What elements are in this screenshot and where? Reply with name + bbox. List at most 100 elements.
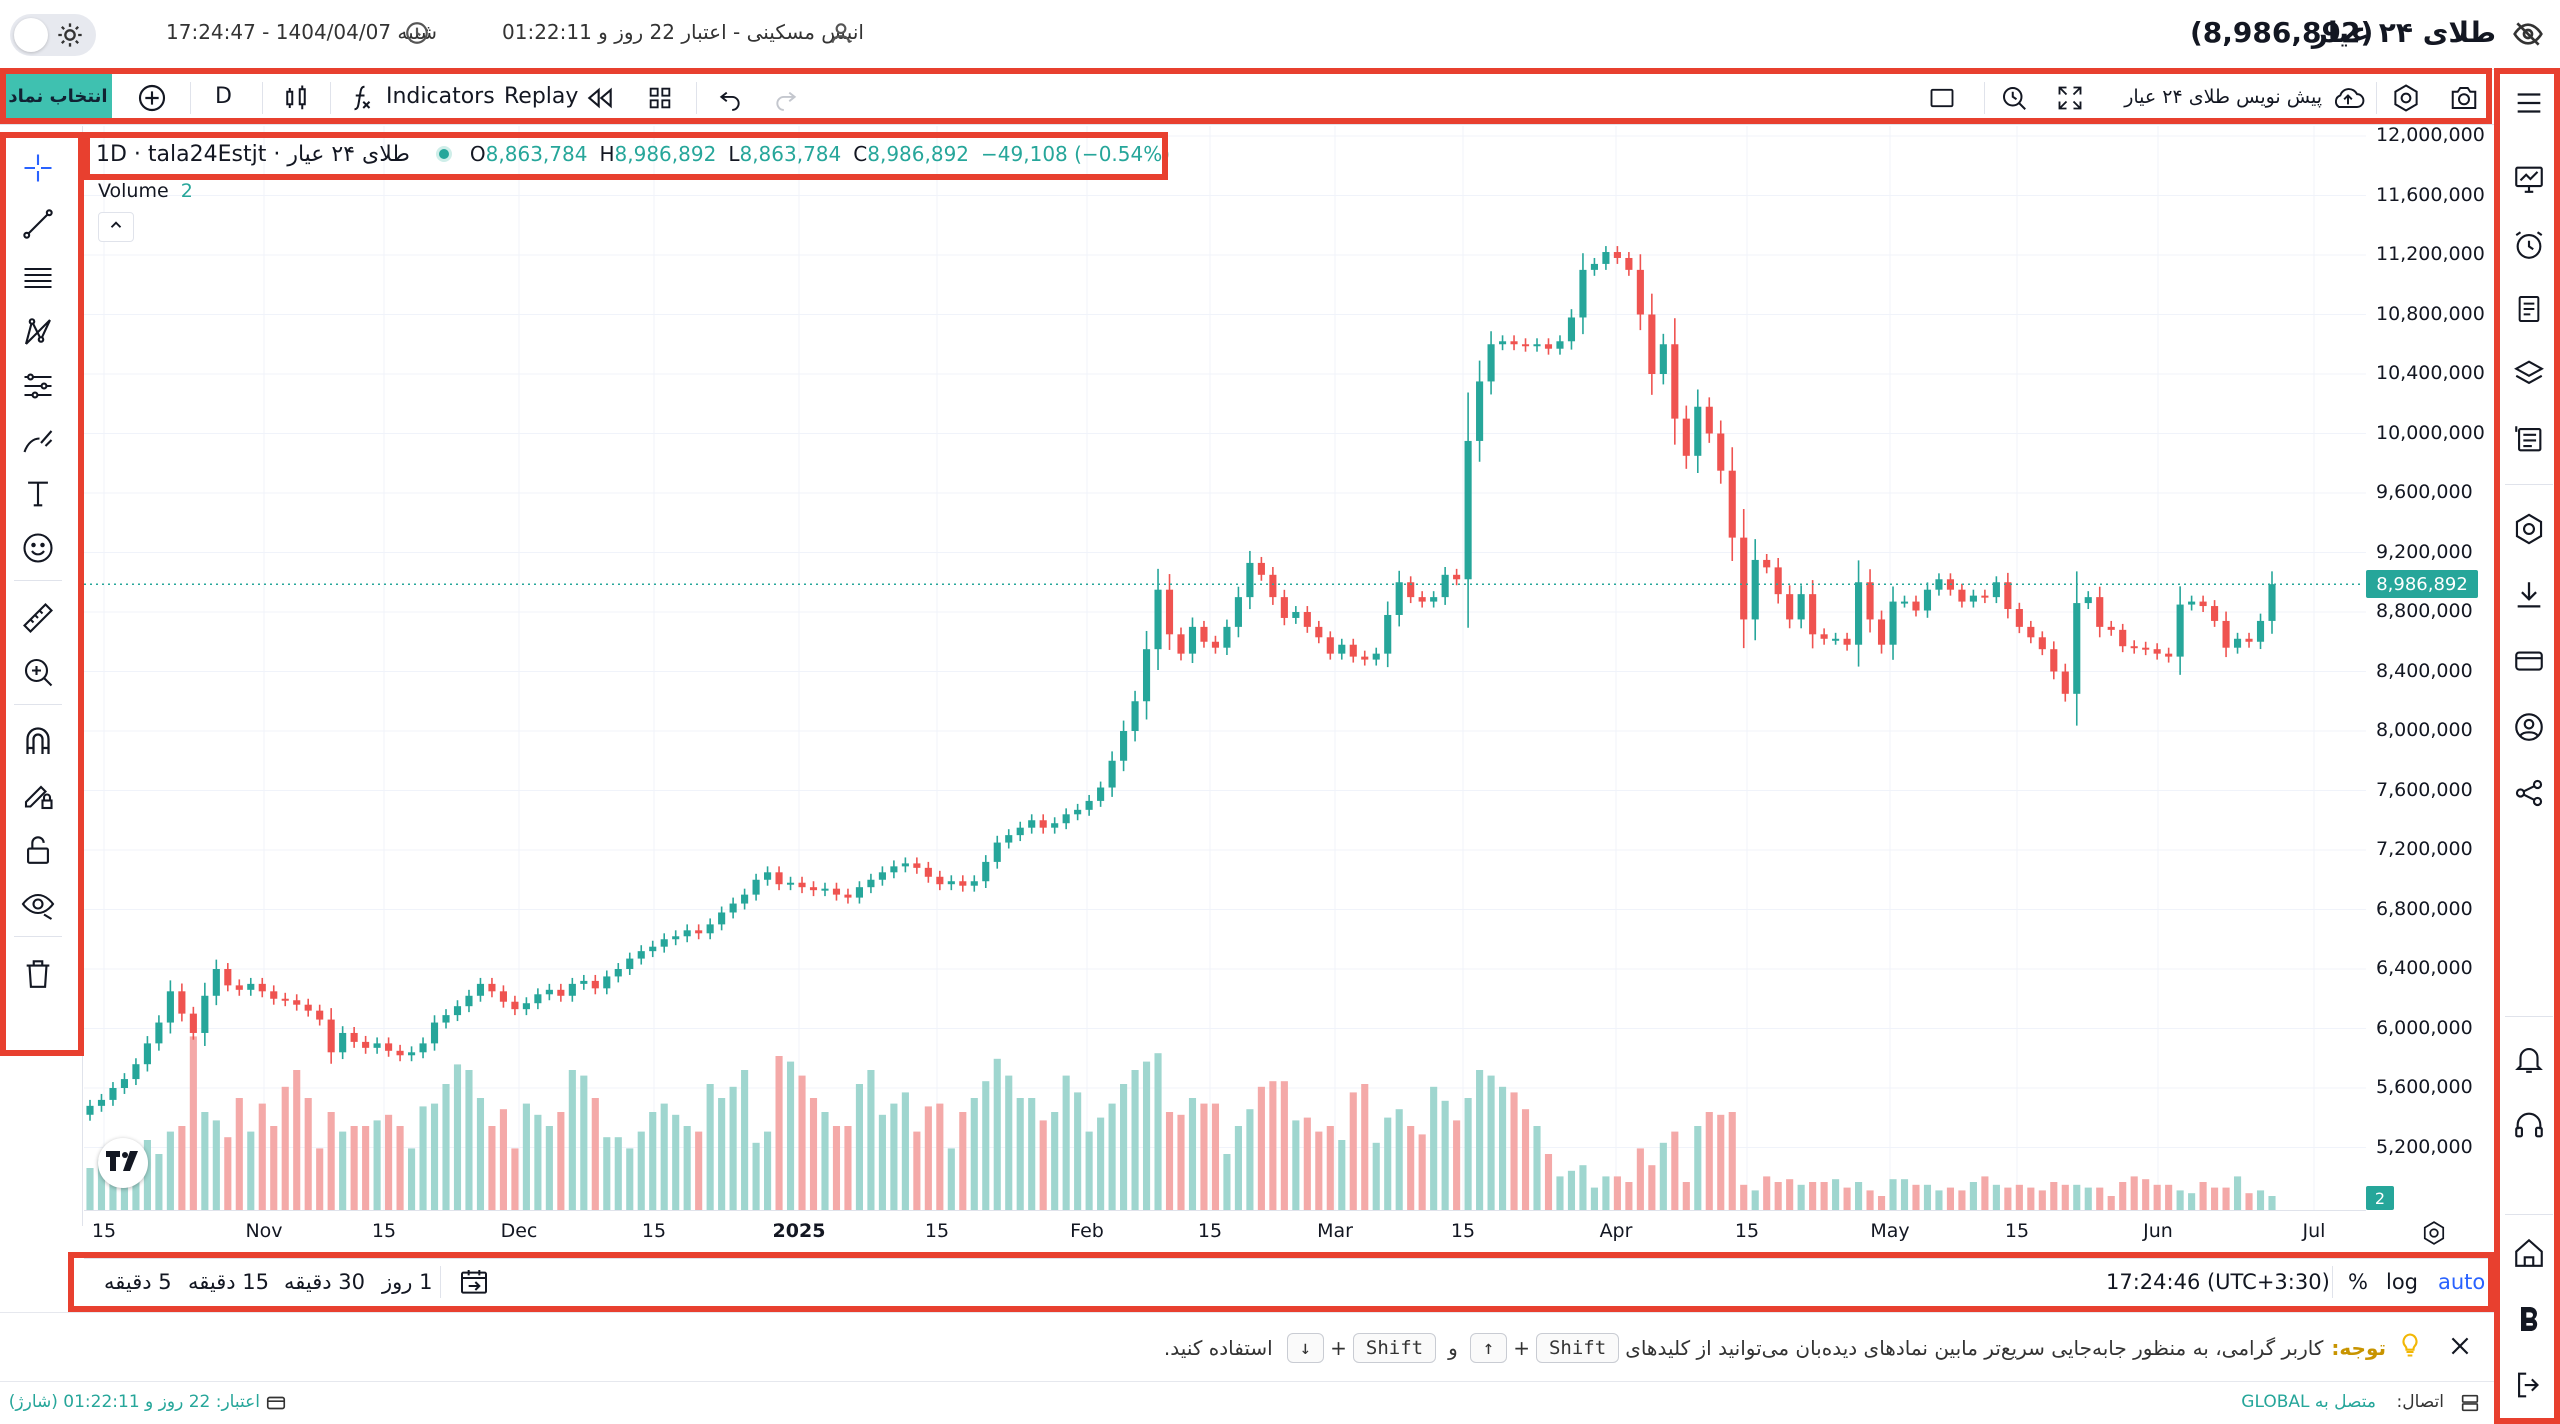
download-icon[interactable]	[2505, 572, 2553, 618]
volume-bar	[1211, 1103, 1220, 1210]
logout-icon[interactable]	[2505, 1362, 2553, 1408]
volume-bar	[1234, 1126, 1242, 1210]
legend-open: 8,863,784	[485, 142, 588, 166]
layers-icon[interactable]	[2505, 350, 2553, 396]
camera-icon[interactable]	[2444, 78, 2484, 118]
headset-icon[interactable]	[2505, 1102, 2553, 1148]
time-tick-label: Jun	[2143, 1220, 2173, 1242]
candle-body	[2176, 604, 2184, 657]
theme-toggle[interactable]	[10, 14, 96, 56]
volume-bar	[1005, 1075, 1013, 1210]
replay-button[interactable]: Replay	[504, 84, 579, 109]
lock-pen-icon[interactable]	[14, 774, 62, 818]
crosshair-icon[interactable]	[14, 146, 62, 190]
brush-icon[interactable]	[14, 418, 62, 462]
candle-body	[2061, 671, 2069, 694]
trash-icon[interactable]	[14, 952, 62, 996]
candle-body	[1740, 537, 1748, 620]
timeframe-30m[interactable]: 30 دقیقه	[284, 1270, 366, 1294]
candle-body	[890, 866, 898, 873]
candles-icon[interactable]	[276, 78, 316, 118]
tradingview-logo[interactable]	[98, 1138, 148, 1188]
magnet-icon[interactable]	[14, 720, 62, 764]
percent-toggle[interactable]: %	[2348, 1270, 2368, 1294]
interval-button[interactable]: D	[215, 84, 232, 109]
timezone-clock[interactable]: 17:24:46 (UTC+3:30)	[2106, 1270, 2330, 1294]
candle-body	[2004, 582, 2012, 610]
layout-grid-icon[interactable]	[640, 78, 680, 118]
close-notice-icon[interactable]	[2440, 1326, 2480, 1366]
price-tick-label: 7,200,000	[2376, 838, 2473, 860]
select-symbol-button[interactable]: انتخاب نماد	[4, 74, 112, 118]
undo-icon[interactable]	[710, 78, 750, 118]
date-range-icon[interactable]	[452, 1262, 496, 1302]
volume-bar	[1097, 1117, 1105, 1210]
pattern-icon[interactable]	[14, 310, 62, 354]
indicators-button[interactable]: Indicators	[386, 84, 495, 109]
candle-body	[293, 1000, 301, 1005]
news-list-icon[interactable]	[2505, 416, 2553, 462]
symbol-title: طلای ۲۴ عیار	[2311, 16, 2496, 49]
share-icon[interactable]	[2505, 770, 2553, 816]
account-icon[interactable]	[2505, 704, 2553, 750]
fullscreen-icon[interactable]	[2050, 78, 2090, 118]
timeframe-15m[interactable]: 15 دقیقه	[188, 1270, 270, 1294]
candle-body	[2165, 653, 2173, 657]
legend-symbol-title[interactable]: طلای ۲۴ عیار · 1D · tala24Estjt	[96, 141, 410, 167]
log-toggle[interactable]: log	[2386, 1270, 2419, 1294]
timeframe-1d[interactable]: 1 روز	[382, 1270, 433, 1294]
chart-canvas[interactable]	[84, 126, 2494, 1256]
visibility-icon[interactable]	[14, 882, 62, 926]
bell-icon[interactable]	[2505, 1036, 2553, 1082]
indicators-icon[interactable]	[344, 78, 380, 118]
price-tick-label: 9,600,000	[2376, 481, 2473, 503]
redo-icon[interactable]	[766, 78, 806, 118]
eye-off-icon[interactable]	[2512, 18, 2544, 50]
volume-bar	[844, 1126, 852, 1210]
volume-bar	[1682, 1182, 1690, 1210]
unlock-icon[interactable]	[14, 828, 62, 872]
projection-icon[interactable]	[14, 364, 62, 408]
candle-body	[1671, 344, 1679, 419]
notes-icon[interactable]	[2505, 286, 2553, 332]
volume-bar	[1028, 1098, 1036, 1210]
timeframe-5m[interactable]: 5 دقیقه	[104, 1270, 172, 1294]
bold-b-icon[interactable]	[2505, 1296, 2553, 1342]
chart-pane[interactable]: طلای ۲۴ عیار · 1D · tala24Estjt O 8,863,7…	[84, 124, 2494, 1256]
volume-bar	[660, 1103, 668, 1210]
candle-body	[2015, 609, 2023, 627]
emoji-icon[interactable]	[14, 526, 62, 570]
horizontal-lines-icon[interactable]	[14, 256, 62, 300]
draft-label[interactable]: پیش نویس طلای ۲۴ عیار	[2124, 86, 2322, 108]
alarm-icon[interactable]	[2505, 222, 2553, 268]
add-symbol-icon[interactable]	[132, 78, 172, 118]
ruler-icon[interactable]	[14, 596, 62, 640]
volume-bar	[672, 1114, 680, 1210]
home-icon[interactable]	[2505, 1230, 2553, 1276]
volume-bar	[304, 1098, 312, 1210]
auto-toggle[interactable]: auto	[2438, 1270, 2486, 1294]
volume-bar	[1177, 1114, 1185, 1210]
card-icon[interactable]	[2505, 638, 2553, 684]
zoom-in-icon[interactable]	[14, 650, 62, 694]
menu-icon[interactable]	[2505, 80, 2553, 126]
monitor-chart-icon[interactable]	[2505, 156, 2553, 202]
volume-bar	[522, 1103, 530, 1210]
legend-high: 8,986,892	[614, 142, 717, 166]
price-axis[interactable]: 12,000,000 11,600,000 11,200,000 10,800,000…	[2366, 124, 2494, 1206]
settings-icon[interactable]	[2386, 78, 2426, 118]
trend-line-icon[interactable]	[14, 202, 62, 246]
cloud-upload-icon[interactable]	[2326, 78, 2370, 118]
quick-search-icon[interactable]	[1994, 78, 2034, 118]
gear-icon[interactable]	[2505, 506, 2553, 552]
collapse-legend-button[interactable]	[98, 212, 134, 242]
replay-icon[interactable]	[580, 78, 620, 118]
square-icon[interactable]	[1922, 78, 1962, 118]
time-axis[interactable]	[84, 1210, 2366, 1250]
axis-settings-icon[interactable]	[2416, 1216, 2452, 1250]
candle-body	[178, 991, 186, 1014]
volume-bar	[890, 1103, 898, 1210]
text-icon[interactable]	[14, 472, 62, 516]
candle-body	[626, 958, 634, 969]
notice-text: کاربر گرامی، به منظور جابه‌جایی سریع‌تر …	[1625, 1336, 2324, 1360]
